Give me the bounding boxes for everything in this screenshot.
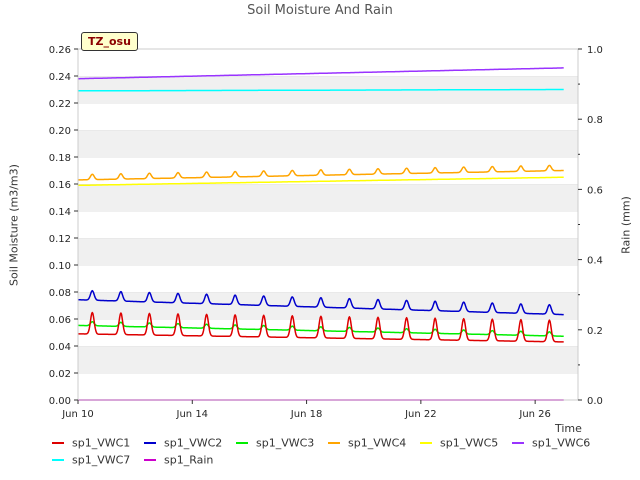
- y-tick-label: 0.22: [49, 99, 71, 110]
- grid-band: [78, 238, 578, 265]
- grid-band: [78, 49, 578, 76]
- legend-swatch: [52, 442, 64, 444]
- series-line-sp1_VWC7: [77, 88, 564, 92]
- grid-bands: [78, 48, 578, 400]
- y-tick-label: 0.04: [49, 342, 71, 353]
- y2-axis-label: Rain (mm): [619, 196, 633, 254]
- y-tick-label: 0.20: [49, 126, 71, 137]
- x-axis-label: Time: [555, 422, 582, 435]
- y-tick-label: 0.00: [49, 396, 71, 407]
- x-tick-label: Jun 22: [404, 409, 437, 420]
- legend-item: sp1_VWC7: [52, 453, 130, 467]
- y-tick-label: 0.14: [49, 207, 71, 218]
- y-tick-label: 0.08: [49, 288, 71, 299]
- legend-item: sp1_VWC5: [420, 436, 498, 450]
- y2-tick-label: 0.4: [587, 256, 603, 267]
- y2-tick-label: 0.8: [587, 115, 603, 126]
- legend-label: sp1_VWC4: [348, 436, 407, 450]
- grid-band: [78, 157, 578, 184]
- grid-band: [78, 103, 578, 130]
- x-tick-label: Jun 10: [61, 409, 94, 420]
- legend-swatch: [236, 442, 248, 444]
- legend-item: sp1_VWC3: [236, 436, 314, 450]
- legend-item: sp1_Rain: [144, 453, 213, 467]
- legend-label: sp1_Rain: [164, 453, 214, 467]
- grid-band: [78, 292, 578, 319]
- legend-item: sp1_VWC1: [52, 436, 130, 450]
- y-tick-label: 0.10: [49, 261, 71, 272]
- y-tick-label: 0.18: [49, 153, 71, 164]
- legend-label: sp1_VWC6: [532, 436, 591, 450]
- series-line-sp1_VWC4: [77, 164, 564, 181]
- y2-tick-label: 1.0: [587, 45, 603, 56]
- y-tick-label: 0.02: [49, 369, 71, 380]
- legend-label: sp1_VWC7: [72, 453, 131, 467]
- legend-item: sp1_VWC6: [512, 436, 590, 450]
- x-tick-label: Jun 26: [518, 409, 551, 420]
- y-tick-label: 0.24: [49, 72, 71, 83]
- grid-band: [78, 130, 578, 157]
- y-tick-label: 0.16: [49, 180, 71, 191]
- series-line-sp1_VWC3: [77, 320, 564, 337]
- grid-band: [78, 346, 578, 373]
- series-line-sp1_VWC6: [77, 67, 564, 80]
- x-tick-label: Jun 14: [176, 409, 209, 420]
- legend-swatch: [52, 459, 64, 461]
- legend-swatch: [420, 442, 432, 444]
- legend-label: sp1_VWC2: [164, 436, 223, 450]
- y2-tick-label: 0.6: [587, 185, 603, 196]
- y-axis-ticks: 0.00 0.02 0.04 0.06 0.08 0.10 0.12 0.14 0.16 0.18…: [49, 45, 78, 407]
- x-axis-ticks: Jun 10 Jun 14 Jun 18 Jun 22 Jun 26: [61, 400, 551, 420]
- legend-label: sp1_VWC3: [256, 436, 315, 450]
- y-tick-label: 0.06: [49, 315, 71, 326]
- legend-label: sp1_VWC1: [72, 436, 131, 450]
- legend-item: sp1_VWC4: [328, 436, 406, 450]
- y-tick-label: 0.26: [49, 45, 71, 56]
- x-tick-label: Jun 18: [290, 409, 323, 420]
- grid-band: [78, 211, 578, 238]
- legend-swatch: [144, 442, 156, 444]
- grid-band: [78, 373, 578, 400]
- series-layer: [77, 67, 564, 401]
- legend-swatch: [512, 442, 524, 444]
- chart-title: Soil Moisture And Rain: [247, 3, 393, 18]
- legend-item: sp1_VWC2: [144, 436, 222, 450]
- y2-tick-label: 0.0: [587, 396, 603, 407]
- series-line-sp1_VWC2: [77, 289, 564, 316]
- legend-swatch: [328, 442, 340, 444]
- y2-tick-label: 0.2: [587, 326, 603, 337]
- legend-swatch: [144, 459, 156, 461]
- series-line-sp1_VWC5: [77, 176, 564, 187]
- series-line-sp1_VWC1: [77, 311, 564, 343]
- legend-label: sp1_VWC5: [440, 436, 499, 450]
- y-tick-label: 0.12: [49, 234, 71, 245]
- grid-band: [78, 265, 578, 292]
- y-axis-label: Soil Moisture (m3/m3): [7, 164, 21, 286]
- grid-band: [78, 184, 578, 211]
- site-badge: TZ_osu: [81, 32, 138, 51]
- y2-axis-ticks: 0.0 0.2 0.4 0.6 0.8 1.0: [578, 45, 603, 407]
